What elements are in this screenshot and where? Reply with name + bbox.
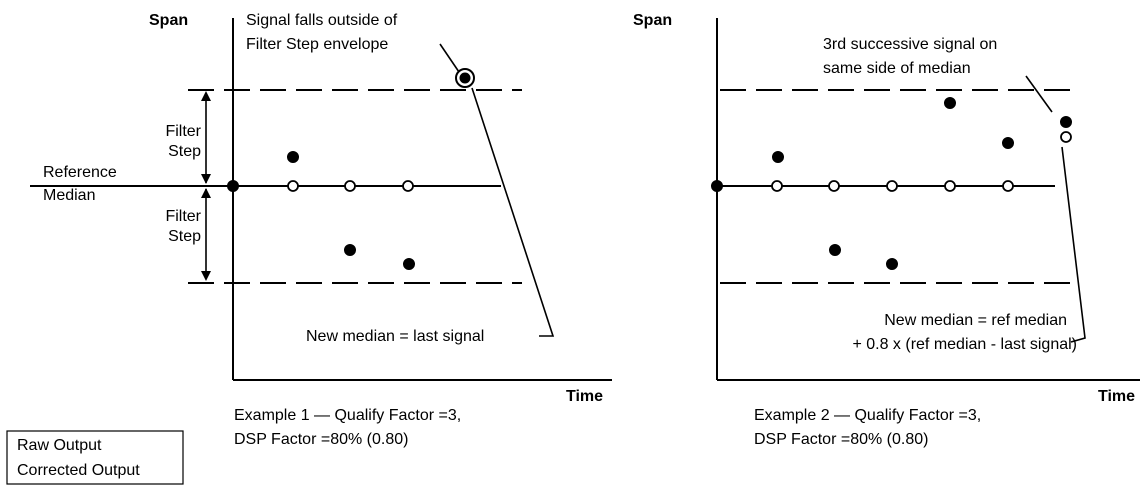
- example-2-raw-point: [830, 245, 841, 256]
- example-2-corrected-point: [772, 181, 782, 191]
- example-1-corrected-point: [288, 181, 298, 191]
- reference-median-label-line1: Reference: [43, 164, 117, 181]
- example-1-x-axis-label: Time: [566, 388, 603, 405]
- legend-raw-output-label: Raw Output: [17, 437, 102, 454]
- legend: Raw Output Corrected Output: [7, 431, 183, 484]
- example-2-corrected-point: [1061, 132, 1071, 142]
- example-2-annotation-line2: same side of median: [823, 60, 971, 77]
- example-2-raw-point: [1003, 138, 1014, 149]
- example-2-corrected-point: [945, 181, 955, 191]
- example-1-corrected-point: [345, 181, 355, 191]
- example-2-corrected-point: [1003, 181, 1013, 191]
- example-1-new-median-leader: [472, 88, 553, 336]
- example-1-filter-step-lower-line1: Filter: [165, 208, 201, 225]
- example-2-caption-line2: DSP Factor =80% (0.80): [754, 431, 928, 448]
- example-2-raw-point: [1061, 117, 1072, 128]
- example-1-corrected-point: [403, 181, 413, 191]
- example-1-filter-step-lower-line2: Step: [168, 228, 201, 245]
- example-2-new-median-line1: New median = ref median: [884, 312, 1067, 329]
- example-2-panel: Span Time 3rd successive signal on same …: [633, 12, 1140, 448]
- example-1-raw-point: [404, 259, 415, 270]
- example-1-raw-point: [228, 181, 239, 192]
- example-2-raw-point: [887, 259, 898, 270]
- example-1-y-axis-label: Span: [149, 12, 188, 29]
- example-1-raw-point: [288, 152, 299, 163]
- example-2-caption-line1: Example 2 — Qualify Factor =3,: [754, 407, 981, 424]
- example-1-outside-signal-dot: [460, 73, 470, 83]
- example-2-annotation-leader: [1026, 76, 1052, 112]
- example-2-corrected-point: [887, 181, 897, 191]
- legend-corrected-output-label: Corrected Output: [17, 462, 140, 479]
- example-1-annotation-line1: Signal falls outside of: [246, 12, 398, 29]
- example-2-x-axis-label: Time: [1098, 388, 1135, 405]
- example-2-raw-point: [945, 98, 956, 109]
- example-2-new-median-line2: + 0.8 x (ref median - last signal): [852, 336, 1077, 353]
- example-1-annotation-leader: [440, 44, 459, 72]
- example-1-raw-point: [345, 245, 356, 256]
- example-1-filter-step-upper-line2: Step: [168, 143, 201, 160]
- example-2-raw-point: [773, 152, 784, 163]
- example-1-caption-line2: DSP Factor =80% (0.80): [234, 431, 408, 448]
- reference-median-label-line2: Median: [43, 187, 95, 204]
- example-1-panel: Span Time Filter Step Filter Step Refere…: [30, 12, 612, 448]
- example-1-filter-step-upper-line1: Filter: [165, 123, 201, 140]
- example-2-raw-point: [712, 181, 723, 192]
- example-1-caption-line1: Example 1 — Qualify Factor =3,: [234, 407, 461, 424]
- example-2-y-axis-label: Span: [633, 12, 672, 29]
- example-2-annotation-line1: 3rd successive signal on: [823, 36, 997, 53]
- example-1-new-median-label: New median = last signal: [306, 328, 484, 345]
- example-2-corrected-point: [829, 181, 839, 191]
- example-1-annotation-line2: Filter Step envelope: [246, 36, 388, 53]
